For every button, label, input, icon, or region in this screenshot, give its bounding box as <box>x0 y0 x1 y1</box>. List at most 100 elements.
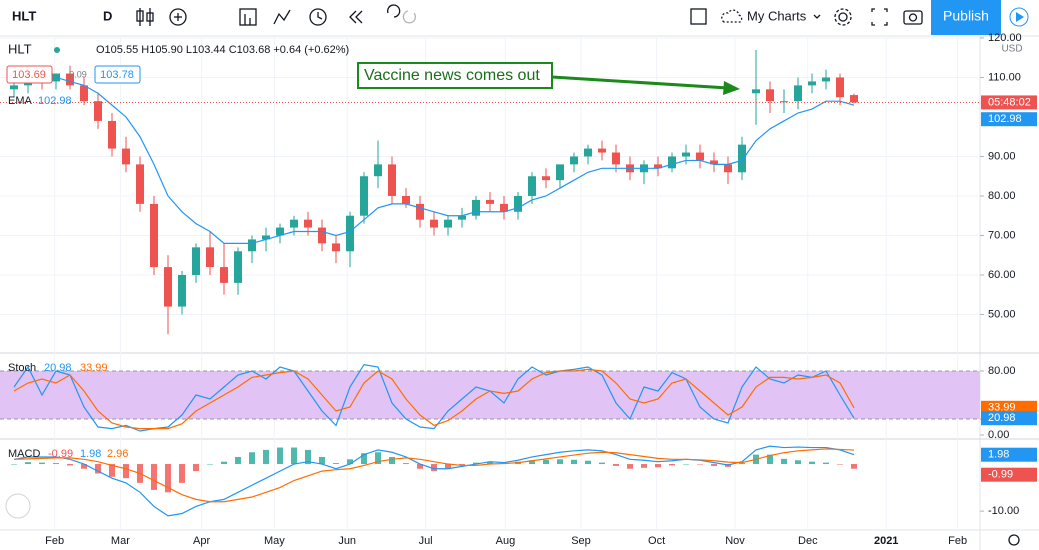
currency: USD <box>1001 44 1022 55</box>
y-tick-label: 0.00 <box>988 429 1009 441</box>
plot-area <box>0 36 980 530</box>
toolbar-icons[interactable] <box>136 4 923 26</box>
candle-body <box>94 101 102 121</box>
ask-box[interactable] <box>94 65 141 84</box>
macd-signal-value: 2.96 <box>107 448 128 460</box>
candle-body <box>402 195 410 204</box>
stoch-k-badge: 20.98 <box>988 412 1016 424</box>
macd-histogram-bar <box>599 462 605 465</box>
stoch-d-badge: 33.99 <box>988 402 1016 414</box>
candle-body <box>192 247 200 275</box>
macd-histogram-bar <box>165 464 171 493</box>
macd-histogram-bar <box>417 464 423 469</box>
stoch-k-badge-bg <box>981 411 1037 426</box>
candle-body <box>472 199 480 216</box>
candle-body <box>304 219 312 228</box>
candle-body <box>276 227 284 236</box>
candle-body <box>66 73 74 86</box>
x-tick-label: 2021 <box>874 535 898 547</box>
y-tick-label: 120.00 <box>988 32 1022 44</box>
settings-icon[interactable] <box>1008 534 1020 546</box>
stoch-d-line <box>13 368 855 430</box>
macd-histogram-bar <box>823 462 829 465</box>
annotation-text: Vaccine news comes out <box>364 67 540 84</box>
macd-line-badge: 1.98 <box>988 449 1009 461</box>
annotation[interactable]: Vaccine news comes out <box>357 62 740 95</box>
macd-histogram-bar <box>25 462 31 465</box>
candle-body <box>374 164 382 177</box>
candle-body <box>752 89 760 94</box>
y-tick-label: 90.00 <box>988 150 1016 162</box>
candle-body <box>584 148 592 157</box>
x-tick-label: Feb <box>45 535 64 547</box>
candle-body <box>542 176 550 181</box>
candle-body <box>262 235 270 240</box>
candle-body <box>458 215 466 220</box>
macd-histogram-bar <box>809 461 815 465</box>
macd-histogram-bar <box>837 464 843 465</box>
macd-histogram-bar <box>767 454 773 465</box>
macd-histogram-bar <box>109 464 115 477</box>
x-tick-label: Nov <box>725 535 745 547</box>
macd-line <box>13 445 855 517</box>
candle-body <box>444 219 452 228</box>
macd-histogram-bar <box>249 452 255 465</box>
macd-histogram-bar <box>347 459 353 465</box>
candle-body <box>598 148 606 153</box>
macd-histogram-bar <box>291 447 297 465</box>
publish-button[interactable] <box>931 0 1001 35</box>
candle-body <box>850 95 858 103</box>
y-tick-label: 70.00 <box>988 229 1016 241</box>
replay-button[interactable] <box>1009 7 1029 27</box>
legend-ohlc: O105.55 H105.90 L103.44 C103.68 +0.64 (+… <box>96 44 349 56</box>
bid-box[interactable] <box>6 65 53 84</box>
publish-label[interactable]: Publish <box>943 8 989 24</box>
candle-body <box>808 81 816 86</box>
y-tick-label: 50.00 <box>988 308 1016 320</box>
legend-symbol: HLT <box>8 41 32 56</box>
interval-button[interactable]: D <box>103 8 112 23</box>
macd-histogram-bar <box>53 463 59 465</box>
candle-body <box>430 219 438 228</box>
logo[interactable] <box>5 493 31 519</box>
ema-label: EMA <box>8 95 33 107</box>
ema-line <box>14 76 855 244</box>
candle-body <box>206 247 214 268</box>
candle-body <box>794 85 802 102</box>
macd-histogram-bar <box>263 449 269 465</box>
x-tick-label: Jun <box>338 535 356 547</box>
candle-body <box>10 85 18 90</box>
stoch-label: Stoch <box>8 362 36 374</box>
macd-histogram-bar <box>431 464 437 472</box>
macd-histogram-bar <box>95 464 101 474</box>
candle-body <box>682 152 690 157</box>
candle-body <box>654 164 662 169</box>
macd-histogram-bar <box>151 464 157 490</box>
macd-label: MACD <box>8 448 40 460</box>
bid: 103.69 <box>12 69 46 81</box>
macd-signal-line <box>13 448 855 503</box>
macd-histogram-bar <box>11 464 17 465</box>
x-tick-label: Apr <box>193 535 210 547</box>
symbol-button[interactable]: HLT <box>12 8 36 23</box>
macd-histogram-bar <box>123 464 129 479</box>
macd-histogram-bar <box>571 459 577 465</box>
macd-histogram-bar <box>403 463 409 465</box>
macd-histogram-bar <box>81 464 87 469</box>
macd-histogram-bar <box>683 464 689 465</box>
macd-histogram-bar <box>557 459 563 465</box>
x-tick-label: Dec <box>798 535 818 547</box>
candle-body <box>416 203 424 220</box>
candle-body <box>234 251 242 283</box>
my-charts-button[interactable]: My Charts <box>747 8 807 23</box>
macd-histogram-bar <box>697 464 703 465</box>
candle-body <box>136 164 144 204</box>
macd-histogram-bar <box>277 447 283 465</box>
spread: 0.09 <box>69 69 87 79</box>
macd-histogram-bar <box>627 464 633 469</box>
candle-body <box>332 243 340 252</box>
candle-body <box>178 274 186 307</box>
macd-histogram-bar <box>305 449 311 465</box>
y-tick-label: -10.00 <box>988 505 1019 517</box>
macd-histogram-bar <box>235 456 241 465</box>
